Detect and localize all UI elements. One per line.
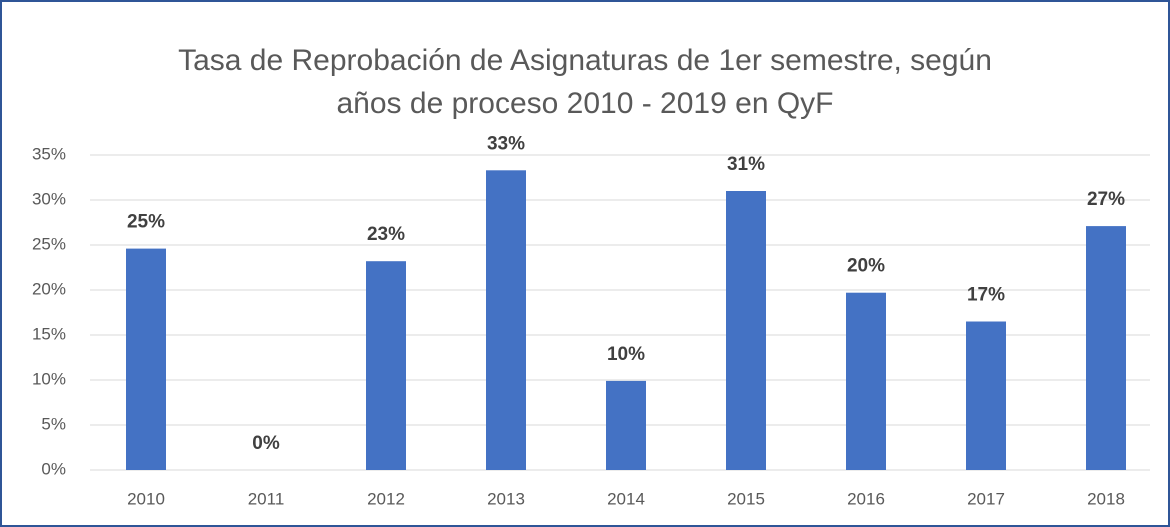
bar bbox=[606, 380, 646, 470]
y-tick-label: 25% bbox=[32, 234, 66, 253]
x-tick-label: 2011 bbox=[248, 489, 285, 508]
y-tick-label: 15% bbox=[32, 324, 66, 343]
bar bbox=[126, 248, 166, 470]
y-tick-label: 30% bbox=[32, 189, 66, 208]
value-label: 33% bbox=[487, 133, 525, 154]
y-tick-label: 0% bbox=[41, 459, 66, 478]
x-tick-label: 2017 bbox=[967, 489, 1005, 508]
bar bbox=[846, 292, 886, 470]
x-tick-label: 2012 bbox=[367, 489, 405, 508]
x-tick-label: 2014 bbox=[607, 489, 645, 508]
x-tick-label: 2013 bbox=[487, 489, 525, 508]
chart-title: años de proceso 2010 - 2019 en QyF bbox=[337, 87, 834, 120]
chart-title: Tasa de Reprobación de Asignaturas de 1e… bbox=[178, 44, 992, 77]
y-tick-label: 5% bbox=[41, 414, 66, 433]
bar bbox=[966, 321, 1006, 470]
bar bbox=[366, 261, 406, 470]
value-label: 20% bbox=[847, 256, 885, 277]
y-tick-label: 10% bbox=[32, 369, 66, 388]
x-tick-label: 2010 bbox=[127, 489, 165, 508]
bar bbox=[486, 170, 526, 471]
value-label: 25% bbox=[127, 212, 165, 233]
value-label: 31% bbox=[727, 154, 765, 175]
bar bbox=[1086, 226, 1126, 470]
x-tick-label: 2016 bbox=[847, 489, 885, 508]
bar bbox=[726, 191, 766, 470]
value-label: 27% bbox=[1087, 189, 1125, 210]
value-label: 10% bbox=[607, 344, 645, 365]
y-tick-label: 35% bbox=[32, 144, 66, 163]
y-tick-label: 20% bbox=[32, 279, 66, 298]
value-label: 17% bbox=[967, 285, 1005, 306]
x-tick-label: 2015 bbox=[727, 489, 765, 508]
x-tick-label: 2018 bbox=[1087, 489, 1125, 508]
value-label: 23% bbox=[367, 224, 405, 245]
value-label: 0% bbox=[252, 433, 280, 454]
